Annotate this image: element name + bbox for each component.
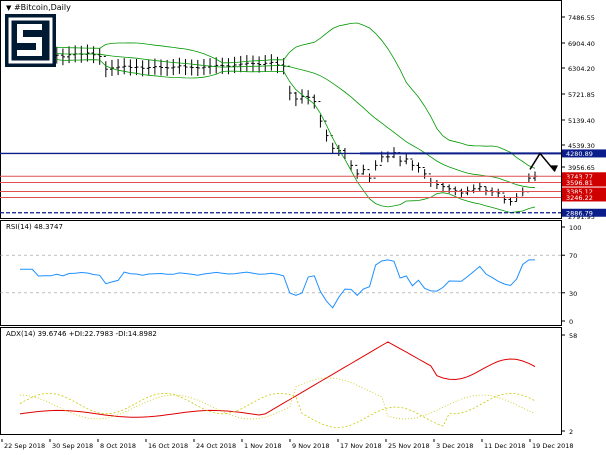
rsi-plot-frame [0,220,562,326]
price-axis-label: 7486.55 [568,14,595,22]
symbol-title: ▼ #Bitcoin,Daily [6,3,71,12]
price-axis-label: 5139.40 [568,117,595,125]
rsi-line [20,259,535,309]
time-axis-svg: 22 Sep 2018 30 Sep 2018 8 Oct 2018 16 Oct 2… [1,439,574,450]
bollinger-lower-line [19,53,536,213]
price-level-label: 3743.77 [566,173,593,181]
price-level-label: 4280.89 [566,150,593,158]
time-axis-label: 11 Dec 2018 [484,442,526,450]
minus-di-line [19,377,536,420]
adx-title: ADX(14) 39.6746 +DI:22.7983 -DI:14.8982 [6,330,157,338]
rsi-axis-label: 100 [569,224,581,232]
rsi-axis-label: 0 [569,318,573,326]
price-axis-label: 3956.65 [568,164,595,172]
plus-di-line [19,392,536,429]
dropdown-arrow-icon[interactable]: ▼ [6,4,12,12]
price-level-tag [562,208,606,217]
time-axis-label: 30 Sep 2018 [52,442,93,450]
adx-axis-label: 58 [569,332,577,340]
adx-axis-label: 2 [569,428,573,436]
adx-pane[interactable]: 58 2 ADX(14) 39.6746 +DI:22.7983 -DI:14.8… [0,327,606,436]
arrow-head-icon [550,165,558,172]
time-axis: 22 Sep 2018 30 Sep 2018 8 Oct 2018 16 Oct 2… [0,436,606,450]
price-level-label: 3385.12 [566,188,593,196]
rsi-pane-svg: 100 70 30 0 [0,220,581,326]
time-axis-label: 8 Oct 2018 [100,442,136,450]
time-axis-label: 1 Nov 2018 [244,442,282,450]
price-axis-label: 6904.40 [568,40,595,48]
adx-plot-frame [0,327,562,435]
price-axis-label: 6304.20 [568,65,595,73]
adx-pane-svg: 58 2 [0,327,577,436]
rsi-title: RSI(14) 48.3747 [6,223,63,231]
price-level-tag [562,149,606,158]
bollinger-middle-line [19,50,536,189]
price-level-label: 3596.81 [566,179,593,187]
time-axis-label: 19 Dec 2018 [532,442,574,450]
price-level-label: 3246.22 [566,194,593,202]
time-axis-label: 22 Sep 2018 [4,442,45,450]
time-axis-label: 24 Oct 2018 [196,442,236,450]
price-level-tag [562,178,606,187]
adx-line [19,341,536,418]
price-axis-label: 2791.95 [568,213,595,220]
symbol-label: #Bitcoin,Daily [13,3,71,12]
time-axis-label: 16 Oct 2018 [148,442,188,450]
price-axis-label: 4539.30 [568,142,595,150]
time-axis-label: 3 Dec 2018 [436,442,473,450]
price-level-tag [562,193,606,202]
rsi-axis-label: 30 [569,290,577,298]
time-axis-label: 9 Nov 2018 [292,442,330,450]
rsi-pane[interactable]: 100 70 30 0 RSI(14) 48.3747 [0,220,606,327]
price-pane[interactable]: 7486.55 6904.40 6304.20 5721.85 5139.40 4539.… [0,0,606,221]
rsi-axis-label: 70 [569,252,577,260]
price-level-label: 2886.79 [566,209,593,217]
time-axis-label: 25 Nov 2018 [388,442,430,450]
price-pane-svg: 7486.55 6904.40 6304.20 5721.85 5139.40 4539.… [0,0,606,221]
bollinger-upper-line [19,22,536,169]
time-axis-label: 17 Nov 2018 [340,442,382,450]
price-plot-frame [0,0,562,219]
price-axis-label: 5721.85 [568,91,595,99]
price-level-tag [562,187,606,196]
logo-icon [5,14,56,67]
price-level-tag [562,172,606,181]
